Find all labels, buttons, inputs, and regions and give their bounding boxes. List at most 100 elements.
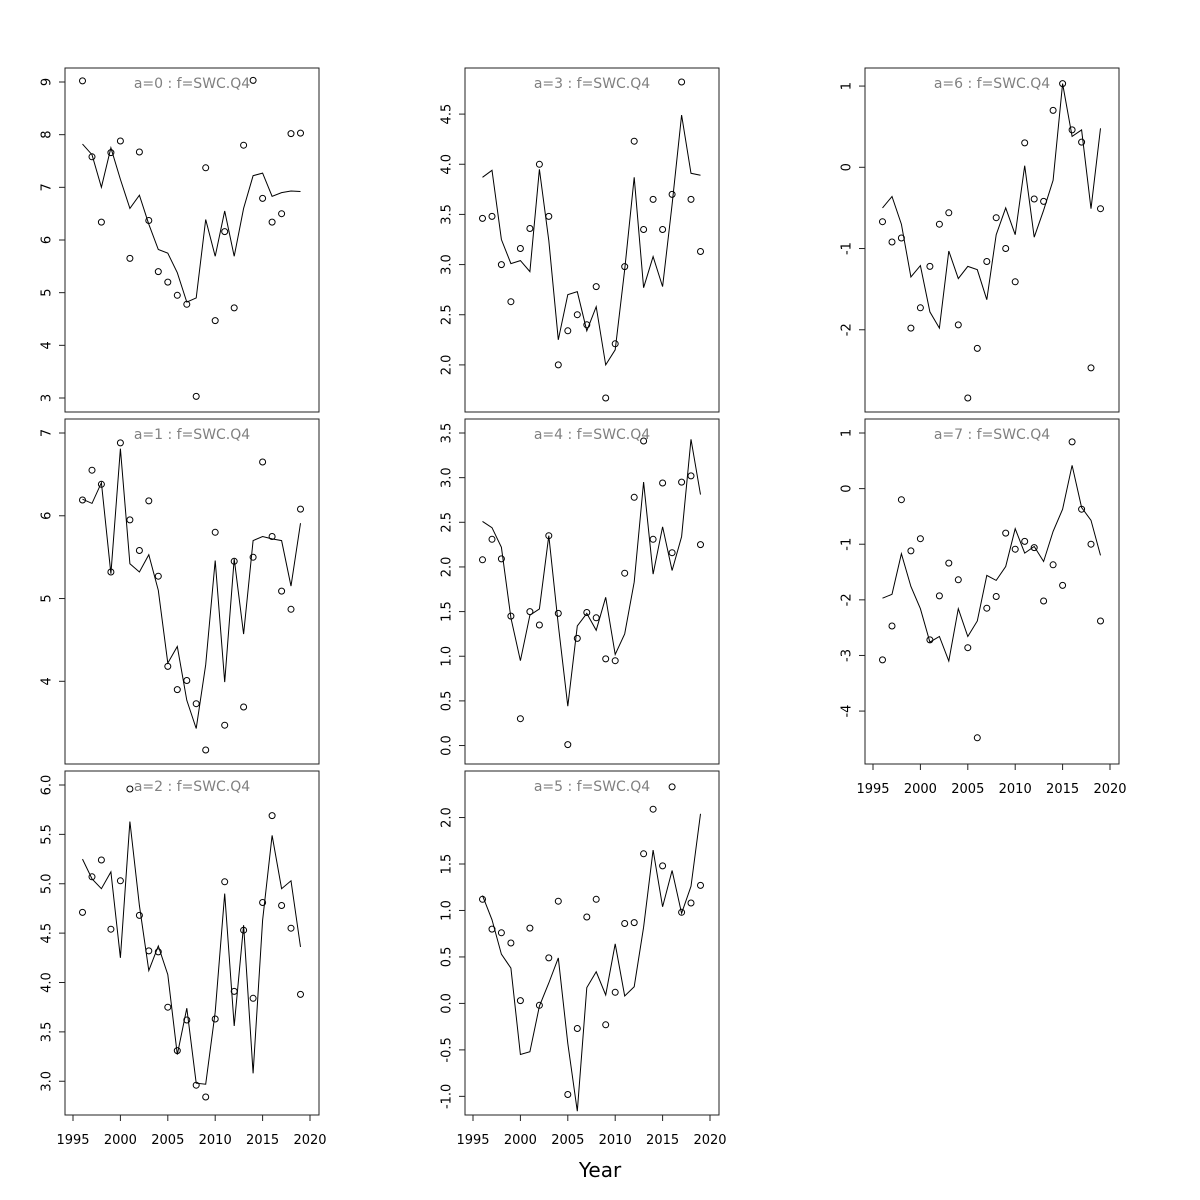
data-point bbox=[211, 317, 219, 325]
y-tick-label: 3.0 bbox=[40, 1071, 55, 1092]
data-point bbox=[945, 559, 953, 567]
data-point bbox=[983, 604, 991, 612]
data-point bbox=[164, 662, 172, 670]
y-tick-label: -1.0 bbox=[440, 1084, 455, 1109]
data-point bbox=[507, 298, 515, 306]
data-point bbox=[564, 327, 572, 335]
fitted-line bbox=[82, 143, 301, 303]
data-point bbox=[573, 311, 581, 319]
x-tick-label: 2005 bbox=[151, 1133, 184, 1148]
data-point bbox=[1097, 205, 1104, 213]
fitted-line bbox=[882, 465, 1101, 663]
data-point bbox=[611, 340, 619, 348]
data-point bbox=[107, 149, 115, 157]
data-point bbox=[1068, 126, 1076, 134]
data-point bbox=[1087, 540, 1095, 548]
data-point bbox=[583, 609, 591, 616]
y-tick-label: 5.0 bbox=[40, 873, 55, 894]
data-point bbox=[297, 129, 304, 137]
data-point bbox=[278, 210, 286, 218]
data-point bbox=[897, 496, 905, 504]
x-tick-label: 2020 bbox=[1093, 782, 1126, 797]
data-point bbox=[240, 141, 248, 149]
data-point bbox=[888, 238, 896, 246]
data-point bbox=[687, 899, 695, 907]
y-tick-label: 4 bbox=[40, 341, 55, 349]
data-point bbox=[97, 218, 105, 226]
x-tick-label: 1995 bbox=[856, 782, 889, 797]
data-point bbox=[268, 812, 276, 820]
data-point bbox=[287, 924, 295, 932]
data-point bbox=[1011, 545, 1019, 553]
data-point bbox=[583, 321, 591, 329]
panel-frame bbox=[464, 418, 720, 765]
fitted-line bbox=[82, 821, 301, 1085]
data-point bbox=[1049, 561, 1057, 569]
panel-frame bbox=[464, 770, 720, 1116]
y-tick-label: 1.5 bbox=[440, 854, 455, 875]
data-point bbox=[611, 988, 619, 996]
data-point bbox=[1059, 581, 1067, 589]
data-point bbox=[249, 553, 257, 561]
data-point bbox=[79, 496, 86, 504]
panel-2: a=2 : f=SWC.Q4 3.0 3.5 4.0 4.5 5.0 5.5 6.0 1995 2… bbox=[40, 770, 327, 1148]
data-point bbox=[697, 881, 704, 889]
data-point bbox=[240, 926, 248, 934]
data-point bbox=[592, 895, 600, 903]
data-point bbox=[88, 466, 96, 474]
data-point bbox=[592, 614, 600, 622]
data-point bbox=[678, 908, 686, 916]
data-point bbox=[507, 939, 515, 947]
data-point bbox=[145, 217, 153, 224]
x-tick-label: 2000 bbox=[104, 1133, 137, 1148]
data-point bbox=[173, 291, 181, 299]
y-tick-label: 9 bbox=[40, 78, 55, 86]
y-tick-label: -3 bbox=[840, 649, 855, 662]
y-tick-label: 6 bbox=[40, 512, 55, 520]
data-point bbox=[621, 569, 629, 577]
y-tick-label: 8 bbox=[40, 131, 55, 139]
data-point bbox=[621, 263, 629, 271]
data-point bbox=[173, 1047, 181, 1055]
data-point bbox=[221, 228, 229, 236]
data-point bbox=[287, 605, 295, 613]
y-tick-label: 1.0 bbox=[440, 646, 455, 667]
y-tick-label: 3.5 bbox=[40, 1022, 55, 1043]
y-tick-label: -1 bbox=[840, 538, 855, 551]
data-point bbox=[926, 262, 934, 270]
data-point bbox=[268, 218, 276, 226]
data-point bbox=[497, 261, 505, 269]
data-point bbox=[1078, 138, 1086, 146]
data-point bbox=[687, 195, 695, 203]
data-point bbox=[1059, 80, 1067, 88]
data-point bbox=[640, 850, 648, 858]
data-point bbox=[554, 361, 562, 369]
panel-4: a=4 : f=SWC.Q4 0.0 0.5 1.0 1.5 2.0 2.5 3.0 3.5 bbox=[440, 418, 720, 765]
y-tick-label: -1 bbox=[840, 242, 855, 255]
data-point bbox=[879, 218, 886, 226]
data-point bbox=[611, 657, 619, 665]
data-point bbox=[945, 209, 953, 217]
data-point bbox=[678, 78, 686, 86]
x-tick-label: 1995 bbox=[56, 1133, 89, 1148]
y-tick-label: -2 bbox=[840, 323, 855, 336]
data-point bbox=[154, 948, 162, 956]
data-point bbox=[1078, 505, 1086, 513]
panel-title: a=4 : f=SWC.Q4 bbox=[534, 427, 650, 443]
data-point bbox=[297, 505, 304, 513]
data-point bbox=[1002, 245, 1010, 252]
y-tick-label: 0 bbox=[840, 163, 855, 171]
data-point bbox=[983, 258, 991, 265]
data-point bbox=[659, 479, 667, 487]
data-point bbox=[221, 878, 229, 886]
data-point bbox=[1030, 195, 1038, 203]
data-point bbox=[907, 324, 915, 332]
data-point bbox=[240, 703, 248, 711]
data-point bbox=[230, 557, 238, 565]
data-point bbox=[1068, 438, 1076, 446]
data-point bbox=[1011, 278, 1019, 286]
data-point bbox=[697, 541, 704, 549]
data-point bbox=[573, 1025, 581, 1032]
panel-title: a=0 : f=SWC.Q4 bbox=[134, 76, 250, 92]
data-point bbox=[630, 493, 638, 501]
